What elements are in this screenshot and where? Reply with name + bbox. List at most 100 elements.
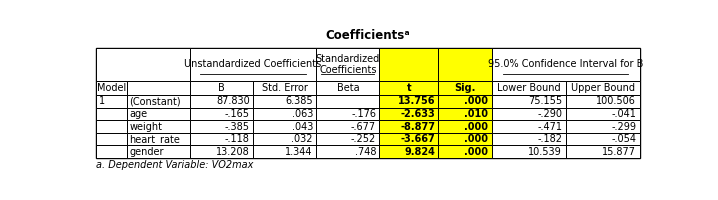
Text: -.165: -.165: [225, 109, 250, 119]
Text: B: B: [218, 83, 225, 93]
Bar: [316, 95, 380, 108]
Bar: [96, 95, 126, 108]
Text: t: t: [406, 83, 411, 93]
Text: 1: 1: [99, 96, 106, 106]
Text: 13.208: 13.208: [216, 147, 250, 157]
Text: .043: .043: [292, 122, 313, 132]
Text: 9.824: 9.824: [404, 147, 435, 157]
Text: -.290: -.290: [537, 109, 562, 119]
Bar: [380, 133, 439, 145]
Bar: [190, 108, 253, 120]
Bar: [439, 133, 492, 145]
Text: -3.667: -3.667: [401, 134, 435, 144]
Bar: [380, 48, 439, 81]
Text: .000: .000: [465, 96, 488, 106]
Bar: [492, 133, 566, 145]
Bar: [316, 81, 380, 95]
Bar: [492, 95, 566, 108]
Text: -.118: -.118: [225, 134, 250, 144]
Bar: [253, 81, 316, 95]
Text: 15.877: 15.877: [602, 147, 636, 157]
Bar: [96, 108, 126, 120]
Text: (Constant): (Constant): [129, 96, 181, 106]
Text: Lower Bound: Lower Bound: [497, 83, 560, 93]
Text: -.176: -.176: [351, 109, 376, 119]
Text: age: age: [129, 109, 147, 119]
Text: -.385: -.385: [225, 122, 250, 132]
Bar: [253, 120, 316, 133]
Text: -.677: -.677: [351, 122, 376, 132]
Bar: [126, 108, 190, 120]
Bar: [439, 145, 492, 158]
Bar: [380, 95, 439, 108]
Text: 95.0% Confidence Interval for B: 95.0% Confidence Interval for B: [488, 59, 643, 69]
Bar: [316, 120, 380, 133]
Text: -.041: -.041: [611, 109, 636, 119]
Text: Standardized
Coefficients: Standardized Coefficients: [316, 54, 380, 75]
Bar: [316, 48, 380, 81]
Bar: [96, 48, 190, 81]
Text: weight: weight: [129, 122, 162, 132]
Bar: [492, 120, 566, 133]
Bar: [253, 95, 316, 108]
Bar: [316, 108, 380, 120]
Bar: [439, 120, 492, 133]
Text: -8.877: -8.877: [400, 122, 435, 132]
Bar: [566, 133, 640, 145]
Bar: [566, 81, 640, 95]
Bar: [380, 108, 439, 120]
Text: .010: .010: [465, 109, 488, 119]
Bar: [316, 133, 380, 145]
Text: 100.506: 100.506: [597, 96, 636, 106]
Bar: [566, 145, 640, 158]
Text: .000: .000: [465, 122, 488, 132]
Bar: [439, 95, 492, 108]
Text: Std. Error: Std. Error: [261, 83, 307, 93]
Text: .000: .000: [465, 147, 488, 157]
Bar: [380, 145, 439, 158]
Bar: [492, 108, 566, 120]
Text: Sig.: Sig.: [454, 83, 475, 93]
Bar: [96, 145, 126, 158]
Text: Model: Model: [97, 83, 126, 93]
Text: 13.756: 13.756: [398, 96, 435, 106]
Bar: [380, 81, 439, 95]
Bar: [566, 108, 640, 120]
Bar: [126, 133, 190, 145]
Text: heart_rate: heart_rate: [129, 134, 180, 145]
Text: -.182: -.182: [537, 134, 562, 144]
Text: 87.830: 87.830: [216, 96, 250, 106]
Bar: [96, 133, 126, 145]
Bar: [190, 133, 253, 145]
Bar: [190, 120, 253, 133]
Bar: [190, 145, 253, 158]
Bar: [96, 48, 640, 158]
Text: -.054: -.054: [611, 134, 636, 144]
Text: a. Dependent Variable: VO2max: a. Dependent Variable: VO2max: [96, 160, 253, 170]
Text: Beta: Beta: [337, 83, 359, 93]
Bar: [566, 120, 640, 133]
Bar: [126, 81, 190, 95]
Bar: [566, 95, 640, 108]
Text: Unstandardized Coefficients: Unstandardized Coefficients: [185, 59, 322, 69]
Text: -.299: -.299: [611, 122, 636, 132]
Text: -.252: -.252: [351, 134, 376, 144]
Text: 6.385: 6.385: [285, 96, 313, 106]
Bar: [126, 120, 190, 133]
Bar: [253, 145, 316, 158]
Bar: [439, 81, 492, 95]
Bar: [253, 108, 316, 120]
Text: .032: .032: [292, 134, 313, 144]
Bar: [190, 95, 253, 108]
Text: Upper Bound: Upper Bound: [571, 83, 635, 93]
Bar: [190, 81, 253, 95]
Text: Coefficientsᵃ: Coefficientsᵃ: [326, 29, 410, 42]
Bar: [96, 120, 126, 133]
Text: .063: .063: [292, 109, 313, 119]
Bar: [126, 145, 190, 158]
Text: -2.633: -2.633: [401, 109, 435, 119]
Text: gender: gender: [129, 147, 164, 157]
Bar: [492, 48, 640, 81]
Bar: [492, 145, 566, 158]
Bar: [380, 120, 439, 133]
